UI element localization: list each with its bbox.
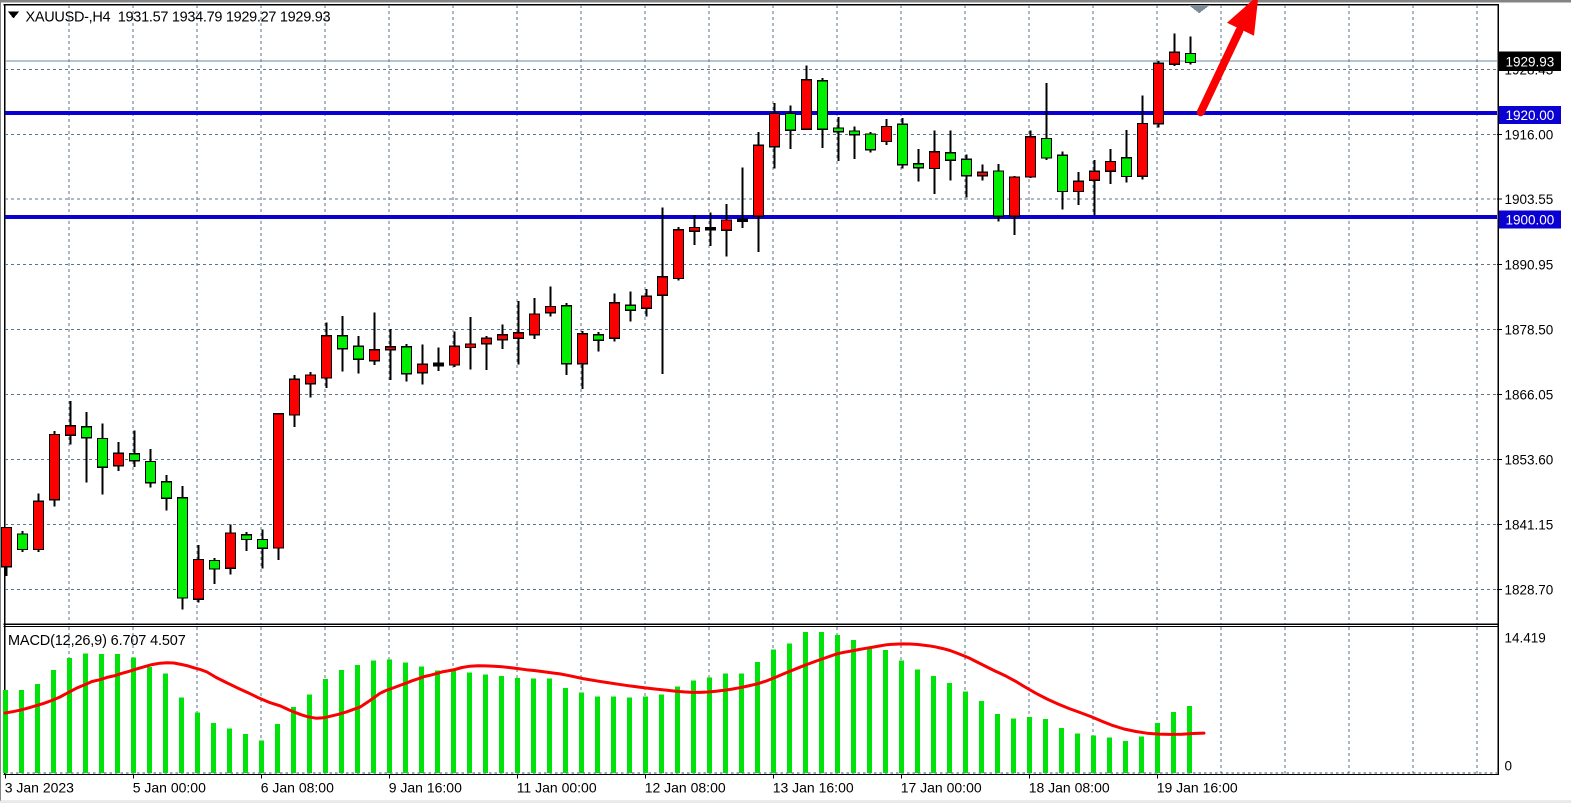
svg-text:1890.95: 1890.95	[1505, 257, 1554, 272]
svg-text:17 Jan 00:00: 17 Jan 00:00	[901, 779, 982, 795]
svg-text:18 Jan 08:00: 18 Jan 08:00	[1029, 779, 1110, 795]
svg-text:3 Jan 2023: 3 Jan 2023	[5, 779, 74, 795]
svg-text:5 Jan 00:00: 5 Jan 00:00	[133, 779, 206, 795]
svg-text:1929.93: 1929.93	[1506, 54, 1555, 69]
svg-text:13 Jan 16:00: 13 Jan 16:00	[773, 779, 854, 795]
svg-text:1878.50: 1878.50	[1505, 322, 1554, 337]
svg-text:1916.00: 1916.00	[1505, 127, 1554, 142]
svg-text:1903.55: 1903.55	[1505, 192, 1554, 207]
svg-text:XAUUSD-,H4 1931.57 1934.79 19: XAUUSD-,H4 1931.57 1934.79 1929.27 1929.…	[26, 10, 331, 26]
svg-text:1866.05: 1866.05	[1505, 387, 1554, 402]
svg-text:11 Jan 00:00: 11 Jan 00:00	[517, 779, 597, 795]
svg-text:1920.00: 1920.00	[1506, 108, 1555, 123]
svg-text:1900.00: 1900.00	[1506, 213, 1555, 228]
svg-text:1853.60: 1853.60	[1505, 452, 1554, 467]
svg-text:9 Jan 16:00: 9 Jan 16:00	[389, 779, 462, 795]
svg-text:12 Jan 08:00: 12 Jan 08:00	[645, 779, 726, 795]
svg-text:1828.70: 1828.70	[1505, 582, 1554, 597]
svg-text:14.419: 14.419	[1505, 630, 1546, 645]
svg-text:1841.15: 1841.15	[1505, 517, 1554, 532]
svg-text:6 Jan 08:00: 6 Jan 08:00	[261, 779, 334, 795]
svg-text:MACD(12,26,9) 6.707 4.507: MACD(12,26,9) 6.707 4.507	[8, 633, 186, 649]
svg-text:0: 0	[1505, 758, 1513, 773]
svg-text:19 Jan 16:00: 19 Jan 16:00	[1157, 779, 1238, 795]
